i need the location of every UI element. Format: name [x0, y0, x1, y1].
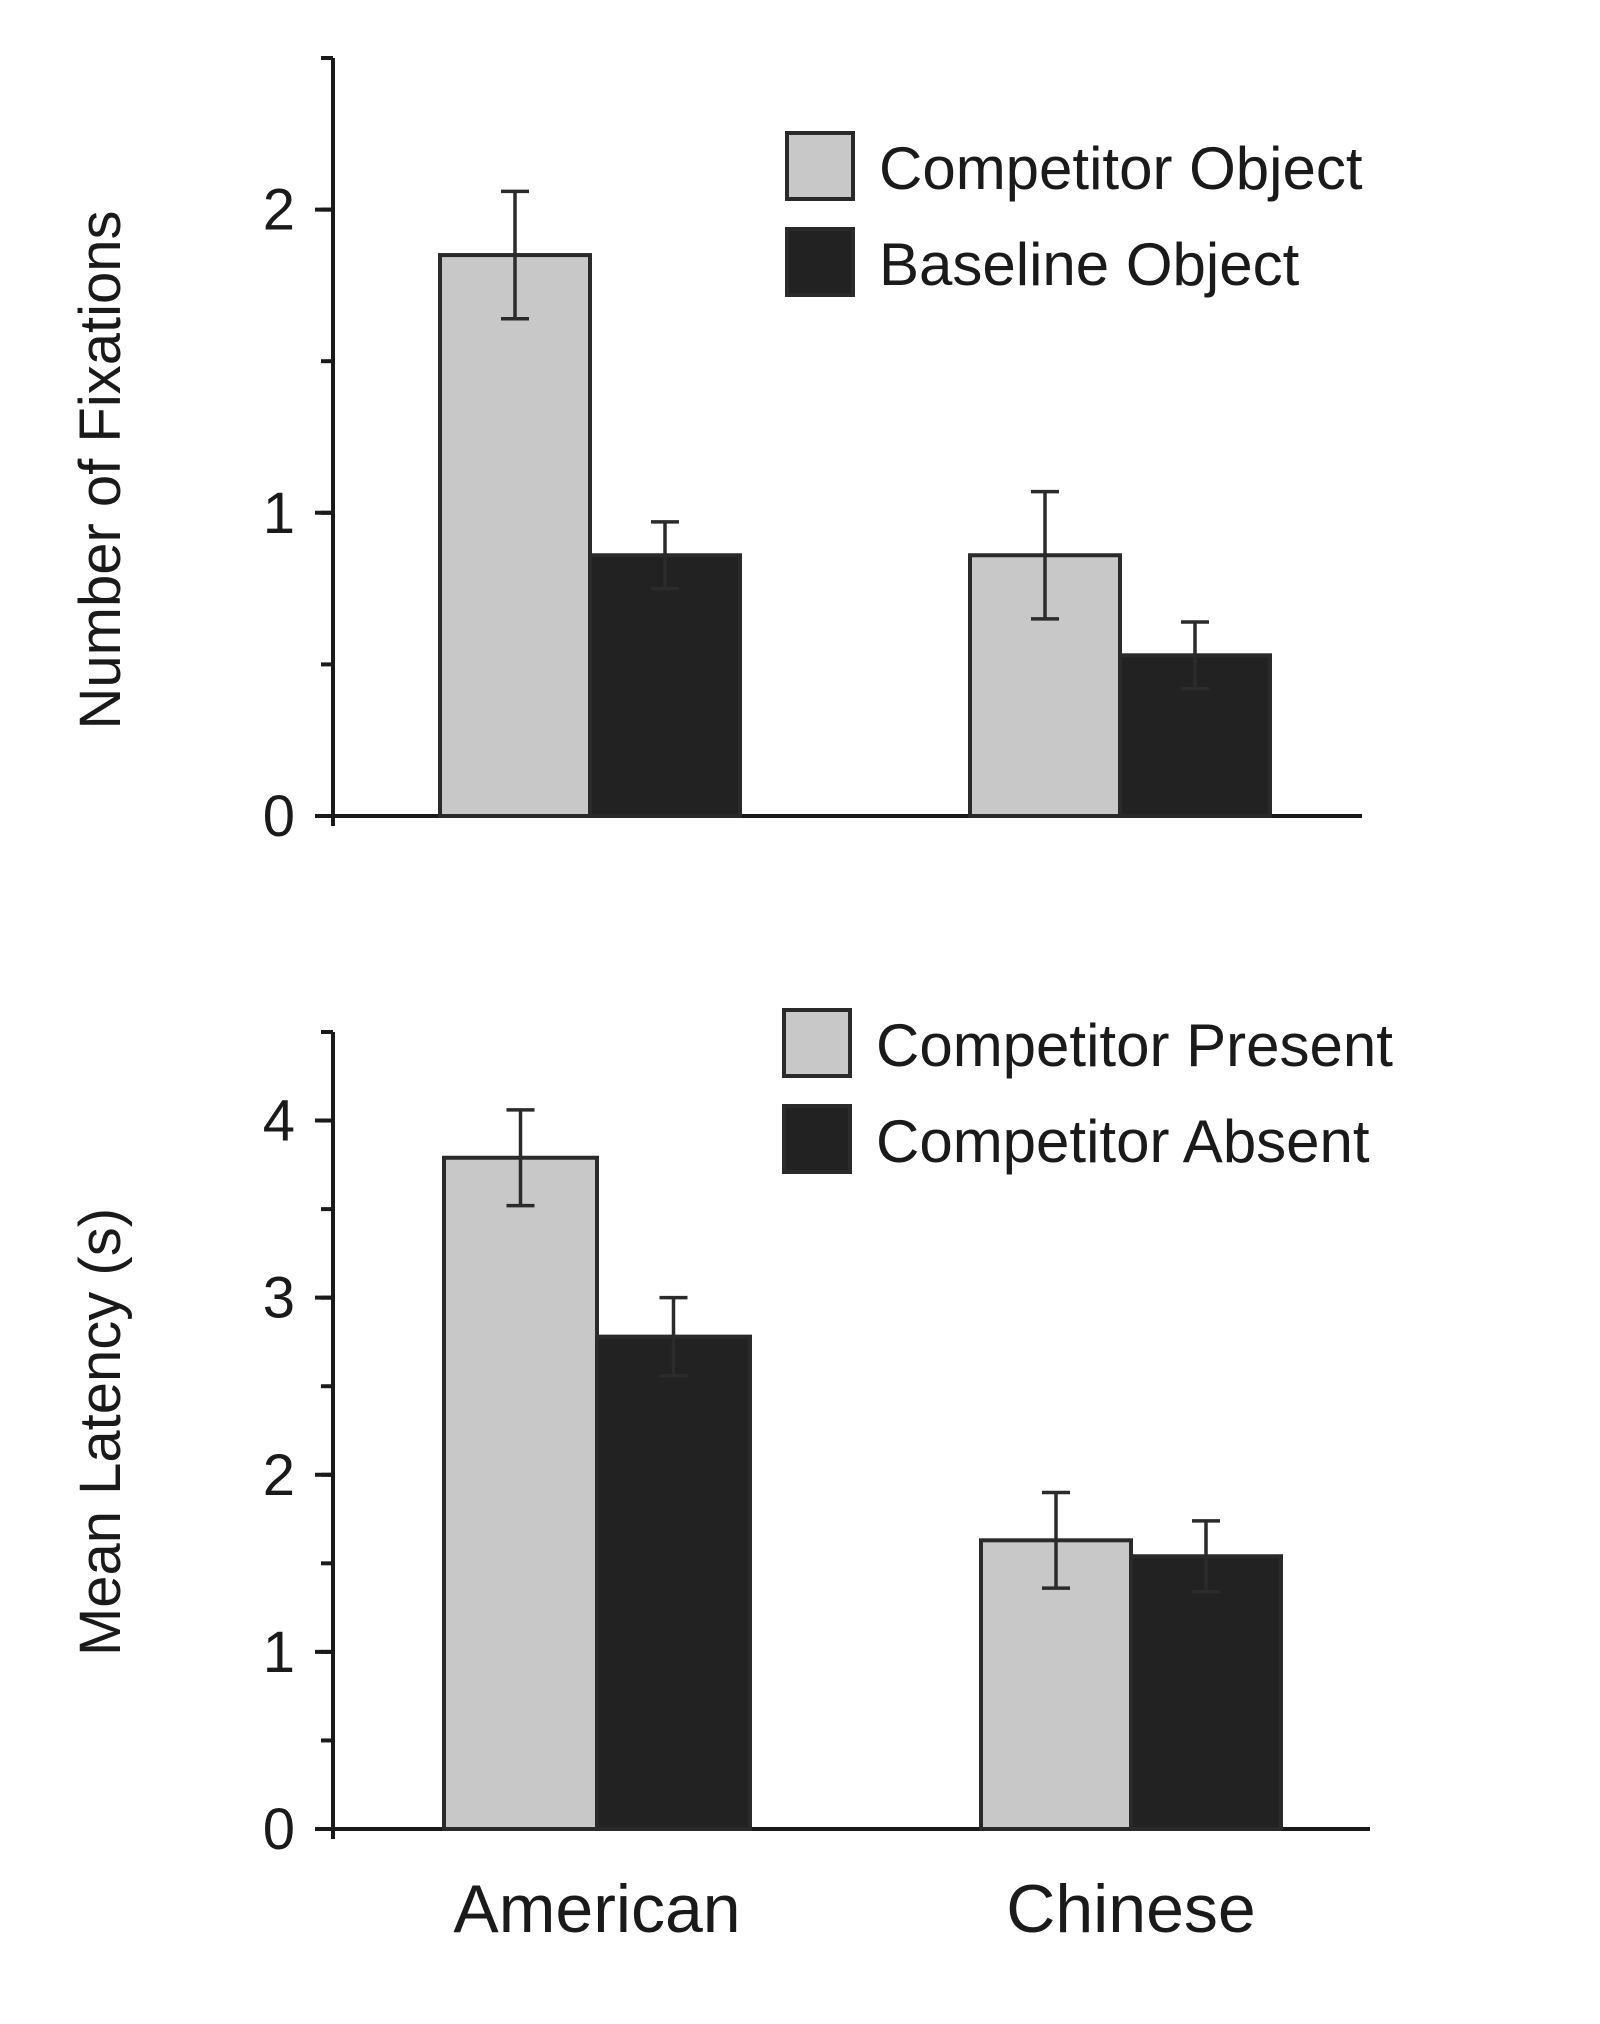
- legend-swatch-0: [785, 131, 855, 201]
- y-tick-label: 2: [263, 178, 295, 243]
- bar-1-1: [1129, 1554, 1283, 1831]
- legend-label-1: Competitor Absent: [876, 1108, 1370, 1175]
- legend-label-0: Competitor Object: [879, 135, 1363, 202]
- y-axis-title: Number of Fixations: [68, 211, 133, 730]
- bar-0-0: [442, 1155, 599, 1831]
- x-category-label: American: [453, 1871, 740, 1947]
- legend-label-0: Competitor Present: [876, 1012, 1393, 1079]
- y-tick-label: 0: [263, 784, 295, 849]
- y-tick-label: 1: [263, 1620, 295, 1685]
- bar-0-0: [438, 253, 592, 818]
- y-tick-label: 2: [263, 1443, 295, 1508]
- y-axis-title: Mean Latency (s): [68, 1208, 133, 1656]
- fixations-chart: 0 1 2 Number of Fixations Competitor Object B…: [68, 56, 1363, 849]
- x-category-label: Chinese: [1006, 1871, 1256, 1947]
- bar-1-0: [595, 1334, 752, 1831]
- y-tick-label: 3: [263, 1266, 295, 1331]
- y-tick-label: 1: [263, 481, 295, 546]
- legend-swatch-1: [782, 1104, 852, 1174]
- legend-label-1: Baseline Object: [879, 231, 1300, 298]
- latency-chart: 0 1 2 3 4 Mean Latency (s) American Chinese Comp…: [68, 1008, 1393, 1947]
- bar-1-0: [588, 553, 742, 818]
- y-tick-label: 4: [263, 1089, 295, 1154]
- y-tick-label: 0: [263, 1797, 295, 1862]
- legend-swatch-0: [782, 1008, 852, 1078]
- legend-swatch-1: [785, 227, 855, 297]
